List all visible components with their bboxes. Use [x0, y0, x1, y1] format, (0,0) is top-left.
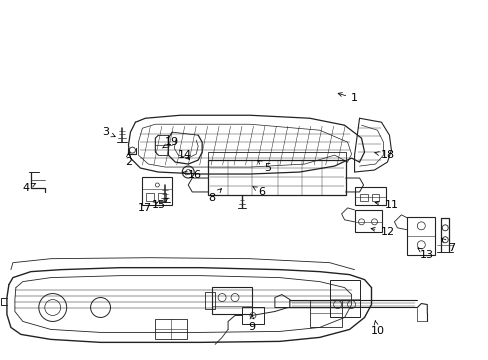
Text: 5: 5	[257, 160, 271, 173]
Text: 3: 3	[102, 127, 115, 137]
Bar	[208, 160, 345, 195]
Bar	[155, 319, 187, 339]
Bar	[142, 177, 172, 205]
Text: 1: 1	[337, 93, 357, 103]
Text: 9: 9	[248, 315, 255, 332]
Bar	[309, 300, 341, 328]
Bar	[359, 194, 367, 201]
Text: 17: 17	[138, 202, 158, 213]
Bar	[371, 194, 379, 201]
Text: 6: 6	[252, 187, 265, 197]
Text: 14: 14	[178, 150, 192, 160]
Bar	[329, 280, 359, 318]
Text: 16: 16	[182, 170, 202, 180]
Text: 4: 4	[22, 183, 36, 193]
Text: 12: 12	[370, 227, 394, 237]
Bar	[212, 287, 251, 315]
Bar	[205, 292, 215, 310]
Bar	[146, 193, 154, 201]
Text: 11: 11	[374, 200, 398, 210]
Text: 19: 19	[162, 137, 179, 148]
Text: 2: 2	[124, 153, 132, 167]
Text: 18: 18	[374, 150, 394, 160]
Bar	[354, 210, 382, 232]
Bar	[242, 306, 264, 324]
Text: 15: 15	[151, 198, 168, 210]
Text: 7: 7	[441, 238, 454, 253]
Text: 8: 8	[208, 189, 221, 203]
Bar	[158, 193, 166, 201]
Text: 10: 10	[370, 321, 384, 336]
Text: 13: 13	[417, 248, 433, 260]
Bar	[407, 217, 434, 255]
Bar	[354, 187, 386, 205]
